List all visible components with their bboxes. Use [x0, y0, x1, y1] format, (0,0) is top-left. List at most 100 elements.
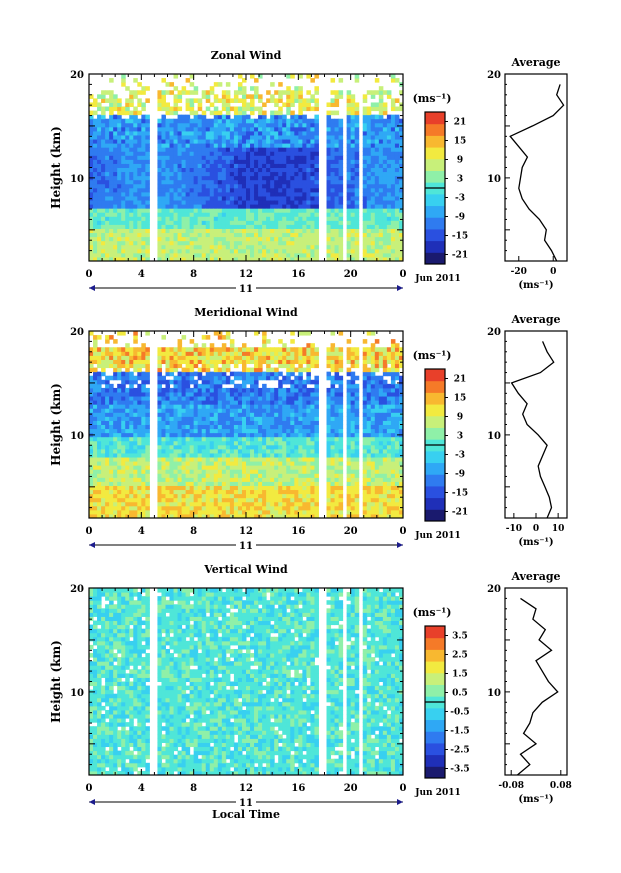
heatmap-cell: [350, 175, 356, 181]
heatmap-cell: [366, 195, 372, 201]
heatmap-cell: [270, 436, 275, 442]
heatmap-cell: [314, 252, 319, 258]
heatmap-cell: [370, 187, 376, 193]
heatmap-cell: [221, 343, 227, 348]
heatmap-cell: [121, 212, 126, 217]
heatmap-cell: [165, 485, 171, 491]
heatmap-cell: [314, 183, 319, 189]
heatmap-cell: [109, 412, 114, 417]
heatmap-cell: [205, 513, 211, 519]
heatmap-cell: [217, 118, 223, 124]
heatmap-cell: [314, 171, 319, 177]
heatmap-cell: [233, 90, 239, 95]
x-tick-label: 12: [239, 269, 253, 280]
heatmap-cell: [101, 159, 106, 164]
heatmap-cell: [229, 457, 235, 462]
heatmap-cell: [205, 208, 211, 213]
heatmap-cell: [213, 404, 219, 409]
heatmap-cell: [197, 151, 203, 156]
heatmap-cell: [117, 147, 122, 152]
heatmap-cell: [350, 114, 356, 120]
heatmap-cell: [362, 252, 368, 258]
heatmap-cell: [193, 379, 199, 385]
heatmap-cell: [177, 465, 183, 470]
heatmap-cell: [157, 359, 162, 365]
heatmap-cell: [105, 248, 110, 254]
heatmap-cell: [145, 379, 150, 385]
heatmap-cell: [282, 163, 287, 168]
heatmap-cell: [189, 126, 195, 132]
heatmap-cell: [161, 244, 166, 250]
heatmap-cell: [241, 114, 247, 120]
heatmap-cell: [221, 428, 227, 434]
heatmap-cell: [173, 187, 179, 193]
heatmap-cell: [390, 204, 396, 209]
heatmap-cell: [350, 248, 356, 254]
heatmap-cell: [237, 440, 243, 446]
heatmap-cell: [237, 163, 243, 168]
heatmap-cell: [89, 167, 94, 173]
heatmap-cell: [185, 171, 191, 177]
heatmap-cell: [141, 436, 146, 442]
heatmap-cell: [201, 343, 207, 348]
heatmap-cell: [237, 355, 243, 360]
x-tick-label: 0: [400, 269, 407, 280]
heatmap-cell: [161, 375, 166, 381]
heatmap-cell: [246, 94, 251, 99]
heatmap-cell: [125, 448, 130, 454]
heatmap-cell: [205, 505, 211, 511]
heatmap-cell: [113, 501, 118, 507]
heatmap-cell: [101, 134, 106, 140]
heatmap-cell: [181, 228, 187, 234]
heatmap-cell: [97, 216, 102, 221]
heatmap-cell: [161, 444, 166, 450]
heatmap-cell: [334, 256, 340, 262]
heatmap-cell: [237, 509, 243, 515]
heatmap-cell: [229, 412, 235, 417]
heatmap-cell: [346, 208, 352, 213]
heatmap-cell: [237, 248, 243, 254]
heatmap-cell: [181, 379, 187, 385]
heatmap-cell: [278, 387, 283, 393]
heatmap-cell: [109, 465, 114, 470]
heatmap-cell: [398, 187, 404, 193]
heatmap-cell: [125, 400, 130, 405]
heatmap-cell: [354, 200, 360, 205]
heatmap-cell: [209, 420, 215, 425]
heatmap-cell: [177, 420, 183, 425]
heatmap-cell: [346, 244, 352, 250]
heatmap-cell: [241, 139, 247, 144]
heatmap-cell: [145, 331, 150, 336]
heatmap-cell: [157, 379, 162, 385]
heatmap-cell: [221, 118, 227, 124]
heatmap-cell: [189, 204, 195, 209]
heatmap-cell: [382, 248, 388, 254]
heatmap-cell: [105, 143, 110, 148]
heatmap-cell: [193, 90, 199, 95]
heatmap-cell: [217, 391, 223, 397]
heatmap-cell: [334, 147, 340, 152]
heatmap-cell: [237, 489, 243, 495]
heatmap-cell: [165, 236, 171, 242]
heatmap-cell: [181, 416, 187, 421]
heatmap-cell: [165, 347, 171, 352]
heatmap-cell: [117, 391, 122, 397]
heatmap-cell: [286, 139, 291, 144]
heatmap-cell: [97, 151, 102, 156]
heatmap-cell: [129, 155, 134, 160]
heatmap-cell: [173, 191, 179, 197]
heatmap-cell: [282, 501, 287, 507]
heatmap-cell: [374, 236, 380, 242]
heatmap-cell: [105, 416, 110, 421]
heatmap-cell: [390, 134, 396, 140]
heatmap-cell: [298, 236, 303, 242]
heatmap-cell: [370, 167, 376, 173]
heatmap-cell: [181, 436, 187, 442]
heatmap-cell: [233, 155, 239, 160]
heatmap-cell: [101, 171, 106, 177]
heatmap-cell: [121, 216, 126, 221]
heatmap-cell: [298, 102, 303, 108]
heatmap-cell: [350, 98, 356, 103]
heatmap-cell: [274, 167, 279, 173]
heatmap-cell: [282, 114, 287, 120]
